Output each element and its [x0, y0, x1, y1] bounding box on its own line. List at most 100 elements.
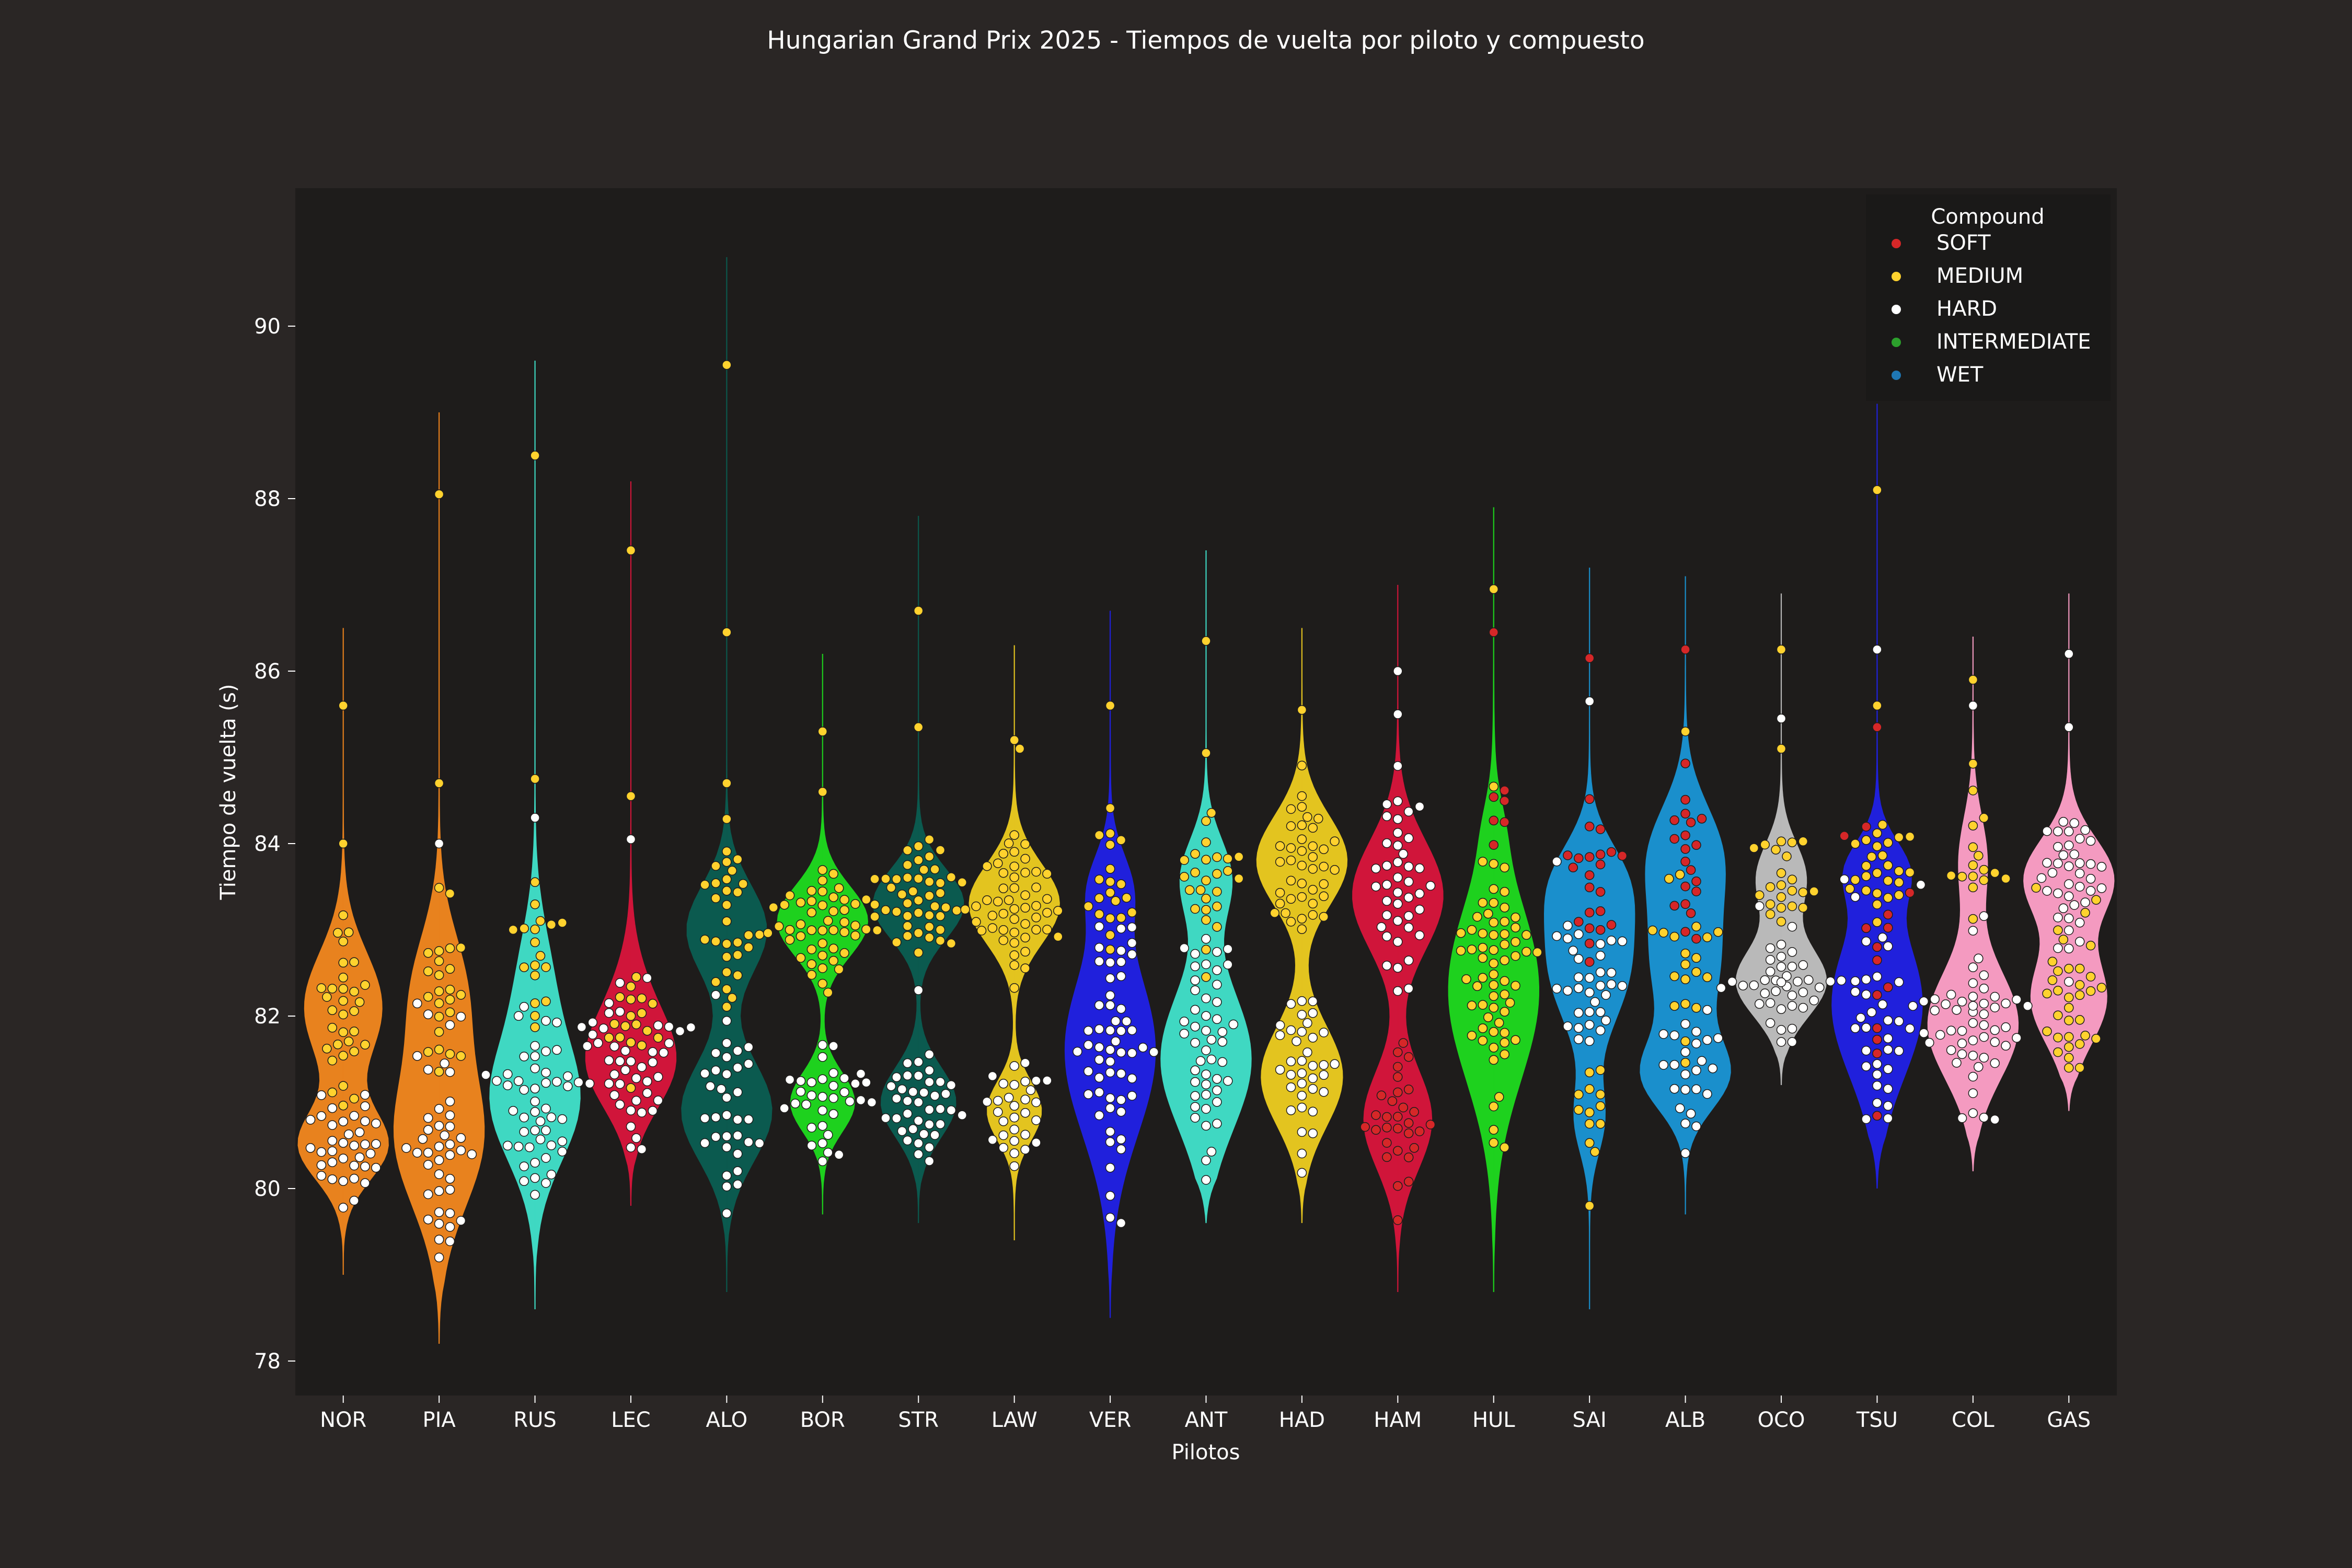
lap-point [1105, 1093, 1115, 1103]
lap-point [1839, 874, 1849, 884]
lap-point [1212, 902, 1222, 912]
lap-point [1116, 946, 1126, 956]
lap-point [1275, 857, 1285, 867]
lap-point [1877, 999, 1888, 1010]
lap-point [1275, 1065, 1285, 1075]
lap-point [1319, 861, 1329, 872]
lap-point [653, 1020, 663, 1031]
lap-point [1702, 1089, 1712, 1099]
lap-point [1014, 744, 1025, 754]
lap-point [2012, 995, 2022, 1005]
lap-point [722, 1016, 732, 1026]
lap-point [1754, 999, 1765, 1009]
x-tick-label-HAM: HAM [1374, 1408, 1422, 1432]
lap-point [1697, 1056, 1707, 1066]
lap-point [1669, 1001, 1679, 1011]
lap-point [1500, 929, 1509, 939]
lap-point [2091, 895, 2101, 905]
lap-point [733, 1131, 743, 1140]
lap-point [733, 1046, 743, 1056]
lap-point [1702, 972, 1712, 983]
lap-point [1776, 962, 1786, 972]
lap-point [1680, 758, 1690, 768]
lap-point [930, 1130, 940, 1140]
lap-point [664, 1022, 674, 1032]
lap-point [305, 1143, 316, 1153]
lap-point [998, 1130, 1009, 1140]
lap-point [456, 1216, 466, 1226]
y-axis-label: Tiempo de vuelta (s) [216, 684, 240, 901]
lap-point [1105, 1126, 1115, 1137]
lap-point [1302, 1047, 1312, 1057]
lap-point [1308, 1084, 1318, 1094]
lap-point [1787, 901, 1797, 912]
lap-point [620, 1021, 630, 1031]
violin-RUS [489, 361, 581, 1310]
lap-point [1393, 1062, 1403, 1072]
lap-point [1563, 850, 1573, 860]
lap-point [1116, 913, 1126, 923]
lap-point [1968, 1035, 1978, 1045]
lap-point [1414, 863, 1425, 873]
lap-point [1776, 892, 1786, 902]
lap-point [1308, 1033, 1318, 1043]
lap-point [609, 1090, 619, 1100]
legend-marker-soft [1892, 239, 1901, 248]
lap-point [1809, 886, 1819, 896]
lap-point [1990, 1114, 2000, 1125]
lap-point [2064, 1016, 2074, 1025]
lap-point [434, 1169, 444, 1179]
lap-point [530, 924, 540, 935]
lap-point [1403, 1152, 1414, 1162]
lap-point [993, 858, 1003, 868]
lap-point [2074, 918, 2085, 928]
lap-point [903, 931, 913, 941]
lap-point [1765, 1018, 1775, 1028]
lap-point [1297, 791, 1307, 801]
lap-point [1787, 947, 1797, 957]
lap-point [976, 926, 987, 936]
lap-point [2053, 986, 2063, 996]
lap-point [423, 1113, 433, 1123]
lap-point [941, 1089, 951, 1099]
lap-point [1968, 786, 1978, 795]
lap-point [1505, 998, 1515, 1008]
lap-point [2042, 988, 2052, 999]
lap-point [743, 1114, 754, 1125]
lap-point [535, 1116, 546, 1126]
lap-point [2085, 874, 2096, 884]
lap-point [935, 888, 946, 898]
lap-point [1042, 925, 1052, 935]
lap-point [519, 1052, 529, 1062]
lap-point [1680, 899, 1690, 909]
lap-point [1500, 817, 1509, 827]
lap-point [886, 1081, 896, 1091]
legend-label-wet: WET [1936, 363, 1984, 387]
lap-point [1489, 627, 1499, 637]
lap-point [1297, 879, 1307, 889]
lap-point [700, 880, 710, 890]
lap-point [946, 938, 956, 949]
lap-point [998, 925, 1009, 935]
lap-point [1127, 938, 1137, 948]
lap-point [1500, 939, 1509, 950]
lap-point [2053, 888, 2063, 898]
lap-point [1020, 854, 1030, 864]
lap-point [1979, 998, 1989, 1009]
lap-point [609, 1041, 619, 1052]
lap-point [1500, 989, 1509, 999]
lap-point [423, 966, 433, 976]
lap-point [930, 864, 940, 874]
lap-point [903, 898, 913, 908]
lap-point [445, 1185, 455, 1195]
lap-point [1393, 899, 1403, 909]
lap-point [2085, 836, 2096, 846]
lap-point [1574, 1008, 1584, 1018]
lap-point [686, 1022, 696, 1032]
lap-point [316, 983, 327, 993]
lap-point [1116, 1134, 1126, 1145]
lap-point [1031, 1076, 1041, 1086]
lap-point [1020, 1108, 1030, 1118]
lap-point [423, 1189, 433, 1200]
lap-point [828, 925, 838, 935]
